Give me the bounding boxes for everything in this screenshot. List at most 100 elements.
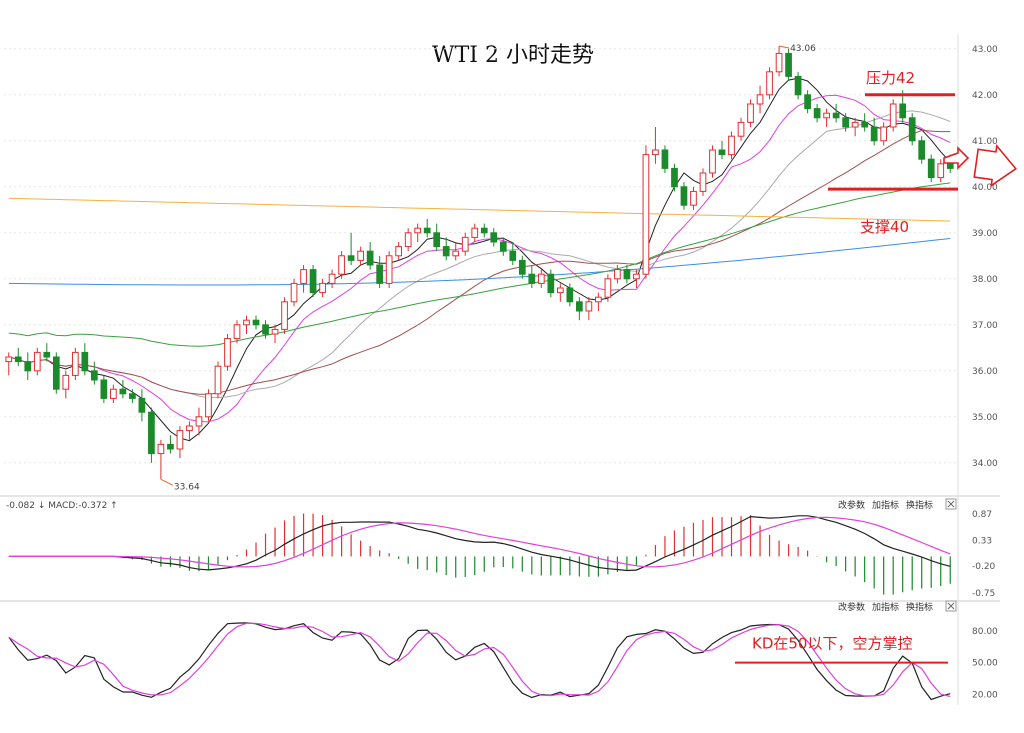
candle-body	[699, 172, 707, 192]
candle-body	[556, 287, 564, 294]
candle	[452, 242, 460, 261]
candle-body	[176, 430, 184, 450]
candle	[319, 278, 326, 298]
candle-body	[452, 250, 460, 257]
candle	[794, 71, 802, 100]
candle-body	[785, 52, 792, 77]
candle	[499, 237, 507, 256]
ma10-line	[8, 94, 951, 423]
low-marker-line	[160, 478, 174, 486]
candle	[461, 232, 469, 256]
candle	[14, 347, 22, 367]
candle	[728, 131, 735, 160]
candle-body	[937, 163, 945, 179]
candle-body	[756, 94, 764, 105]
candle-body	[271, 328, 279, 335]
candle	[5, 352, 13, 376]
candle	[889, 99, 897, 132]
candle-body	[14, 356, 22, 363]
close-x-icon	[947, 500, 955, 508]
panel-button-2[interactable]: 加指标	[872, 499, 899, 511]
candle-body	[366, 250, 374, 266]
macd-tick-label: -0.75	[972, 589, 995, 599]
candle	[614, 265, 621, 284]
candle-body	[385, 255, 393, 284]
candle-body	[661, 149, 669, 169]
candle	[870, 117, 878, 146]
candle-body	[927, 158, 935, 179]
price-tick-label: 34.00	[972, 459, 998, 469]
candle	[62, 370, 70, 399]
macd-tick-label: 0.33	[972, 536, 992, 546]
candle	[509, 242, 517, 265]
candle	[518, 255, 526, 279]
resistance-label: 压力42	[866, 69, 915, 87]
candle	[357, 246, 364, 265]
candle	[148, 407, 155, 463]
candle	[633, 269, 640, 288]
candle-body	[652, 149, 659, 156]
candle-body	[880, 126, 888, 142]
candle	[243, 315, 250, 334]
candle	[81, 343, 89, 376]
ma250-line	[8, 197, 951, 222]
candle-body	[442, 246, 450, 257]
candle	[281, 297, 288, 334]
candle	[366, 242, 374, 270]
price-tick-label: 42.00	[972, 91, 998, 101]
panel-button-1[interactable]: 改参数	[838, 499, 865, 511]
candle-body	[623, 269, 631, 280]
candle	[652, 127, 659, 164]
kd-k-line	[8, 622, 951, 701]
candle	[566, 283, 574, 307]
candle-body	[33, 351, 41, 372]
candle-body	[851, 121, 859, 128]
candle	[537, 269, 545, 288]
candle	[480, 223, 488, 238]
candle	[851, 117, 859, 137]
candle-body	[52, 356, 60, 390]
kd-d-line	[8, 622, 951, 698]
arrow-right-small-icon	[943, 146, 970, 170]
candle-body	[129, 393, 136, 399]
ma20-line	[8, 110, 951, 399]
candle-body	[709, 149, 716, 174]
candle	[110, 384, 117, 403]
panel-button-3[interactable]: 换指标	[906, 499, 933, 511]
candle-body	[300, 269, 307, 284]
arrow-right-large-icon	[973, 144, 1017, 188]
panel-button-2[interactable]: 加指标	[872, 601, 899, 613]
candle-body	[471, 227, 479, 238]
candle-body	[576, 301, 583, 312]
kd-tick-label: 50.00	[972, 659, 998, 669]
candle	[832, 104, 840, 123]
candle-body	[528, 273, 536, 284]
candle-body	[642, 154, 650, 275]
candle-body	[614, 269, 621, 280]
candle-body	[671, 167, 678, 188]
candle	[233, 320, 241, 344]
panel-button-3[interactable]: 换指标	[906, 601, 933, 613]
candle	[804, 90, 811, 114]
candle	[709, 145, 716, 178]
candle	[224, 334, 231, 371]
panel-button-1[interactable]: 改参数	[838, 601, 865, 613]
candle-body	[148, 411, 155, 455]
price-tick-label: 37.00	[972, 321, 998, 331]
candle	[24, 352, 32, 380]
candle-body	[680, 186, 688, 206]
macd-dea-line	[8, 516, 951, 568]
candle-body	[376, 264, 383, 284]
close-x-icon	[947, 602, 955, 610]
ma60-line	[8, 182, 951, 347]
candle	[661, 145, 669, 173]
candle-body	[414, 227, 422, 234]
candle	[576, 297, 583, 321]
macd-tick-label: -0.20	[972, 562, 996, 572]
candle	[442, 237, 450, 261]
candle-body	[480, 227, 488, 234]
candle-body	[423, 227, 431, 234]
high-label: 43.06	[790, 44, 816, 54]
candle	[338, 251, 345, 279]
